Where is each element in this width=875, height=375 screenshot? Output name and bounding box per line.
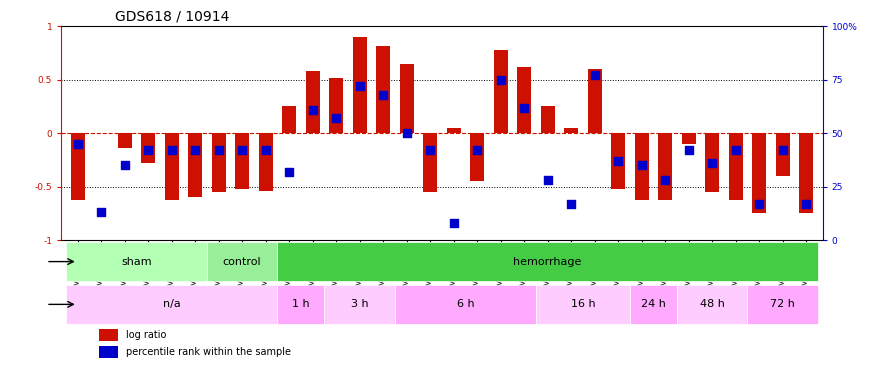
Bar — [282, 106, 297, 133]
Text: sham: sham — [121, 256, 151, 267]
Bar — [212, 133, 226, 192]
FancyBboxPatch shape — [325, 285, 395, 324]
FancyBboxPatch shape — [277, 242, 818, 281]
Point — [799, 201, 813, 207]
Point — [71, 141, 85, 147]
Bar — [470, 133, 484, 182]
Point — [188, 147, 202, 153]
Point — [588, 72, 602, 78]
Text: log ratio: log ratio — [126, 330, 166, 340]
Bar — [729, 133, 743, 200]
Bar — [752, 133, 766, 213]
FancyBboxPatch shape — [747, 285, 818, 324]
Bar — [682, 133, 696, 144]
Point — [164, 147, 178, 153]
Point — [424, 147, 438, 153]
Point — [212, 147, 226, 153]
Bar — [541, 106, 555, 133]
Bar — [329, 78, 343, 133]
Point — [329, 115, 343, 121]
FancyBboxPatch shape — [206, 242, 277, 281]
Point — [141, 147, 155, 153]
Text: 6 h: 6 h — [457, 299, 474, 309]
Bar — [775, 133, 789, 176]
Point — [658, 177, 672, 183]
Point — [682, 147, 696, 153]
Bar — [376, 45, 390, 133]
Text: percentile rank within the sample: percentile rank within the sample — [126, 348, 291, 357]
FancyBboxPatch shape — [536, 285, 630, 324]
Point — [282, 169, 296, 175]
Point — [470, 147, 484, 153]
FancyBboxPatch shape — [277, 285, 325, 324]
Point — [634, 162, 648, 168]
Point — [353, 83, 367, 89]
Bar — [188, 133, 202, 197]
Text: n/a: n/a — [163, 299, 180, 309]
Bar — [100, 329, 118, 341]
Point — [493, 77, 507, 83]
Text: control: control — [223, 256, 262, 267]
Point — [376, 92, 390, 98]
Point — [775, 147, 789, 153]
Bar — [305, 71, 319, 133]
Point — [517, 105, 531, 111]
Bar — [424, 133, 438, 192]
FancyBboxPatch shape — [395, 285, 536, 324]
Bar — [493, 50, 507, 133]
Point — [400, 130, 414, 136]
Point — [117, 162, 132, 168]
Bar — [611, 133, 625, 189]
Text: 3 h: 3 h — [351, 299, 368, 309]
Bar — [400, 64, 414, 133]
Point — [94, 209, 108, 215]
Bar — [564, 128, 578, 133]
Bar — [235, 133, 249, 189]
Text: 48 h: 48 h — [700, 299, 724, 309]
Bar — [658, 133, 672, 200]
Bar — [259, 133, 273, 191]
Text: 72 h: 72 h — [770, 299, 795, 309]
Text: 16 h: 16 h — [570, 299, 595, 309]
Point — [446, 220, 460, 226]
Bar — [71, 133, 85, 200]
Bar — [634, 133, 648, 200]
Bar — [705, 133, 719, 192]
FancyBboxPatch shape — [677, 285, 747, 324]
Text: GDS618 / 10914: GDS618 / 10914 — [115, 10, 229, 24]
FancyBboxPatch shape — [66, 285, 277, 324]
FancyBboxPatch shape — [66, 242, 206, 281]
Point — [611, 158, 625, 164]
Bar — [517, 67, 531, 133]
Bar — [141, 133, 155, 163]
Bar — [799, 133, 813, 213]
Point — [541, 177, 555, 183]
Point — [305, 106, 319, 112]
Point — [564, 201, 578, 207]
Point — [752, 201, 766, 207]
FancyBboxPatch shape — [630, 285, 677, 324]
Point — [729, 147, 743, 153]
Point — [705, 160, 719, 166]
Bar — [100, 346, 118, 358]
Bar — [353, 37, 367, 133]
Bar — [164, 133, 178, 200]
Point — [259, 147, 273, 153]
Point — [235, 147, 249, 153]
Text: 24 h: 24 h — [640, 299, 666, 309]
Text: hemorrhage: hemorrhage — [514, 256, 582, 267]
Bar — [117, 133, 132, 148]
Bar — [587, 69, 602, 133]
Bar — [446, 128, 460, 133]
Text: 1 h: 1 h — [292, 299, 310, 309]
